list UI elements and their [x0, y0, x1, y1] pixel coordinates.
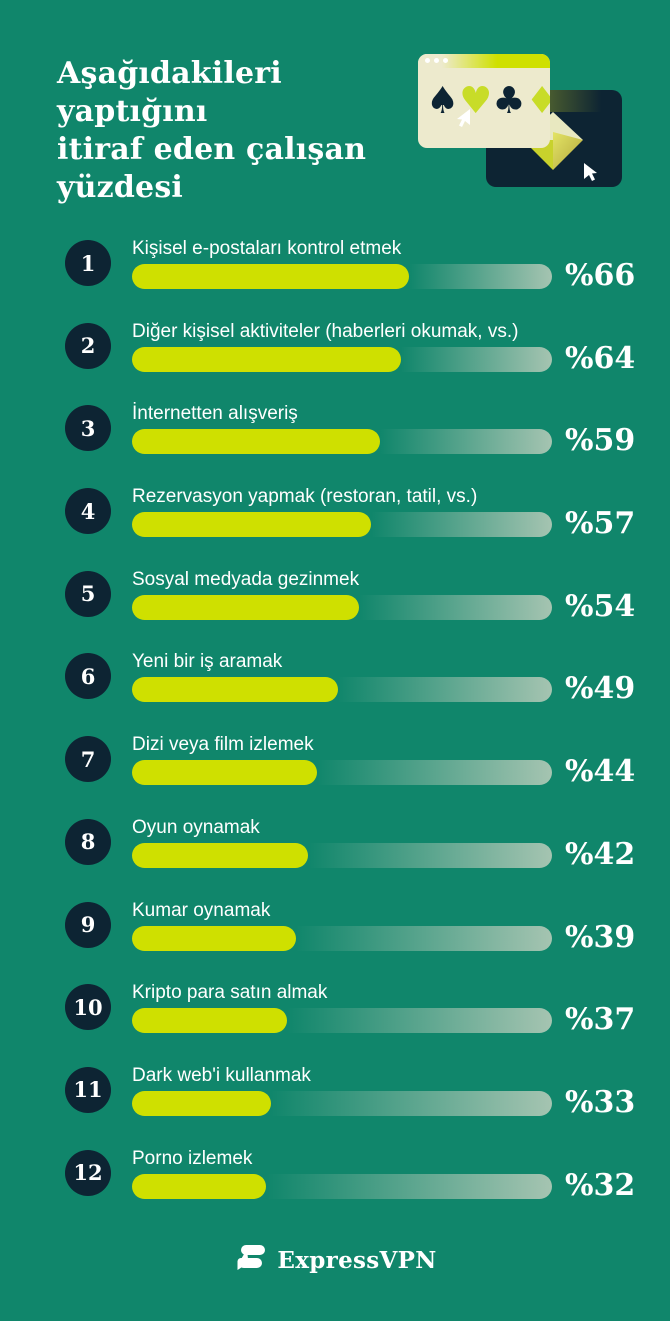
percentage-value: %39: [565, 919, 636, 955]
bar-fill: [132, 429, 380, 455]
rank-badge: 1: [65, 240, 111, 286]
chart-row: 3 İnternetten alışveriş %59: [65, 402, 636, 459]
brand-wordmark: ExpressVPN: [277, 1246, 437, 1274]
card-suits-row: ♠ ♥ ♣ ♦: [426, 78, 550, 124]
bar-track: [132, 842, 552, 868]
percentage-value: %57: [565, 506, 636, 542]
chart-row: 9 Kumar oynamak %39: [65, 899, 636, 955]
rank-badge: 8: [65, 818, 111, 865]
rank-badge: 11: [65, 1066, 111, 1113]
cursor-icon: [454, 108, 471, 133]
page-title-line-2: itiraf eden çalışan: [57, 132, 367, 167]
activity-label: Yeni bir iş aramak: [132, 651, 283, 673]
activity-label: Kripto para satın almak: [132, 982, 328, 1004]
browser-titlebar: [418, 54, 550, 68]
club-icon: ♣: [492, 79, 526, 122]
rank-badge: 9: [65, 901, 111, 948]
percentage-value: %59: [565, 423, 636, 459]
rank-badge: 12: [65, 1149, 111, 1196]
bar-fill: [132, 925, 296, 951]
activity-label: İnternetten alışveriş: [132, 403, 298, 425]
bar-fill: [132, 346, 401, 372]
activity-label: Diğer kişisel aktiviteler (haberleri oku…: [132, 320, 519, 342]
chart-row: 2 Diğer kişisel aktiviteler (haberleri o…: [65, 320, 636, 376]
footer: ExpressVPN: [0, 1243, 670, 1277]
bar-fill: [132, 1173, 267, 1199]
bar-track: [132, 1008, 552, 1034]
chart-row: 6 Yeni bir iş aramak %49: [65, 650, 636, 707]
bar-fill: [132, 1090, 271, 1116]
bar-track: [132, 760, 552, 786]
bar-fill: [132, 760, 317, 786]
activity-label: Porno izlemek: [132, 1147, 253, 1169]
activity-label: Kişisel e-postaları kontrol etmek: [132, 238, 402, 259]
bar-track: [132, 1173, 552, 1199]
spade-icon: ♠: [426, 79, 460, 122]
percentage-value: %66: [565, 258, 636, 293]
bar-track: [132, 264, 552, 289]
page-title-line-1: Aşağıdakileri yaptığını: [57, 56, 282, 129]
activity-label: Dizi veya film izlemek: [132, 734, 314, 756]
rank-badge: 6: [65, 653, 111, 700]
page-title: Aşağıdakileri yaptığını itiraf eden çalı…: [57, 55, 417, 207]
rank-badge: 7: [65, 736, 111, 783]
bar-fill: [132, 512, 372, 538]
activity-label: Oyun oynamak: [132, 816, 260, 838]
bar-track: [132, 925, 552, 951]
browser-window-card: ♠ ♥ ♣ ♦: [418, 54, 550, 148]
rank-badge: 4: [65, 488, 111, 535]
chart-row: 7 Dizi veya film izlemek %44: [65, 733, 636, 790]
chart-row: 11 Dark web'i kullanmak %33: [65, 1064, 636, 1120]
bar-fill: [132, 1008, 288, 1034]
percentage-value: %33: [565, 1084, 636, 1120]
cursor-icon: [583, 162, 600, 187]
chart-row: 4 Rezervasyon yapmak (restoran, tatil, v…: [65, 485, 636, 542]
rank-badge: 3: [65, 405, 111, 452]
percentage-value: %42: [565, 836, 636, 872]
bar-fill: [132, 594, 359, 620]
percentage-value: %49: [565, 671, 636, 707]
percentage-value: %54: [565, 588, 636, 624]
diamond-icon: ♦: [525, 79, 550, 122]
bar-fill: [132, 677, 338, 703]
rank-badge: 10: [65, 984, 111, 1031]
percentage-value: %37: [565, 1002, 636, 1038]
bar-chart: 1 Kişisel e-postaları kontrol etmek %66 …: [65, 237, 636, 1203]
rank-badge: 5: [65, 570, 111, 617]
expressvpn-logo-icon: [233, 1243, 267, 1277]
percentage-value: %44: [565, 754, 636, 790]
bar-track: [132, 594, 552, 620]
chart-row: 10 Kripto para satın almak %37: [65, 981, 636, 1038]
chart-row: 12 Porno izlemek %32: [65, 1147, 636, 1203]
chart-row: 5 Sosyal medyada gezinmek %54: [65, 568, 636, 624]
chart-row: 1 Kişisel e-postaları kontrol etmek %66: [65, 237, 636, 293]
bar-track: [132, 346, 552, 372]
browser-dots-icon: [425, 58, 448, 63]
rank-badge: 2: [65, 322, 111, 369]
bar-fill: [132, 842, 309, 868]
bar-fill: [132, 264, 410, 289]
bar-track: [132, 512, 552, 538]
chart-row: 8 Oyun oynamak %42: [65, 816, 636, 872]
header-illustration: ♠ ♥ ♣ ♦: [418, 54, 622, 187]
bar-track: [132, 677, 552, 703]
activity-label: Dark web'i kullanmak: [132, 1064, 311, 1086]
activity-label: Rezervasyon yapmak (restoran, tatil, vs.…: [132, 486, 478, 508]
percentage-value: %64: [565, 340, 636, 376]
activity-label: Sosyal medyada gezinmek: [132, 568, 360, 590]
percentage-value: %32: [565, 1167, 636, 1203]
bar-track: [132, 429, 552, 455]
bar-track: [132, 1090, 552, 1116]
activity-label: Kumar oynamak: [132, 899, 271, 921]
page-title-line-3: yüzdesi: [57, 170, 184, 205]
